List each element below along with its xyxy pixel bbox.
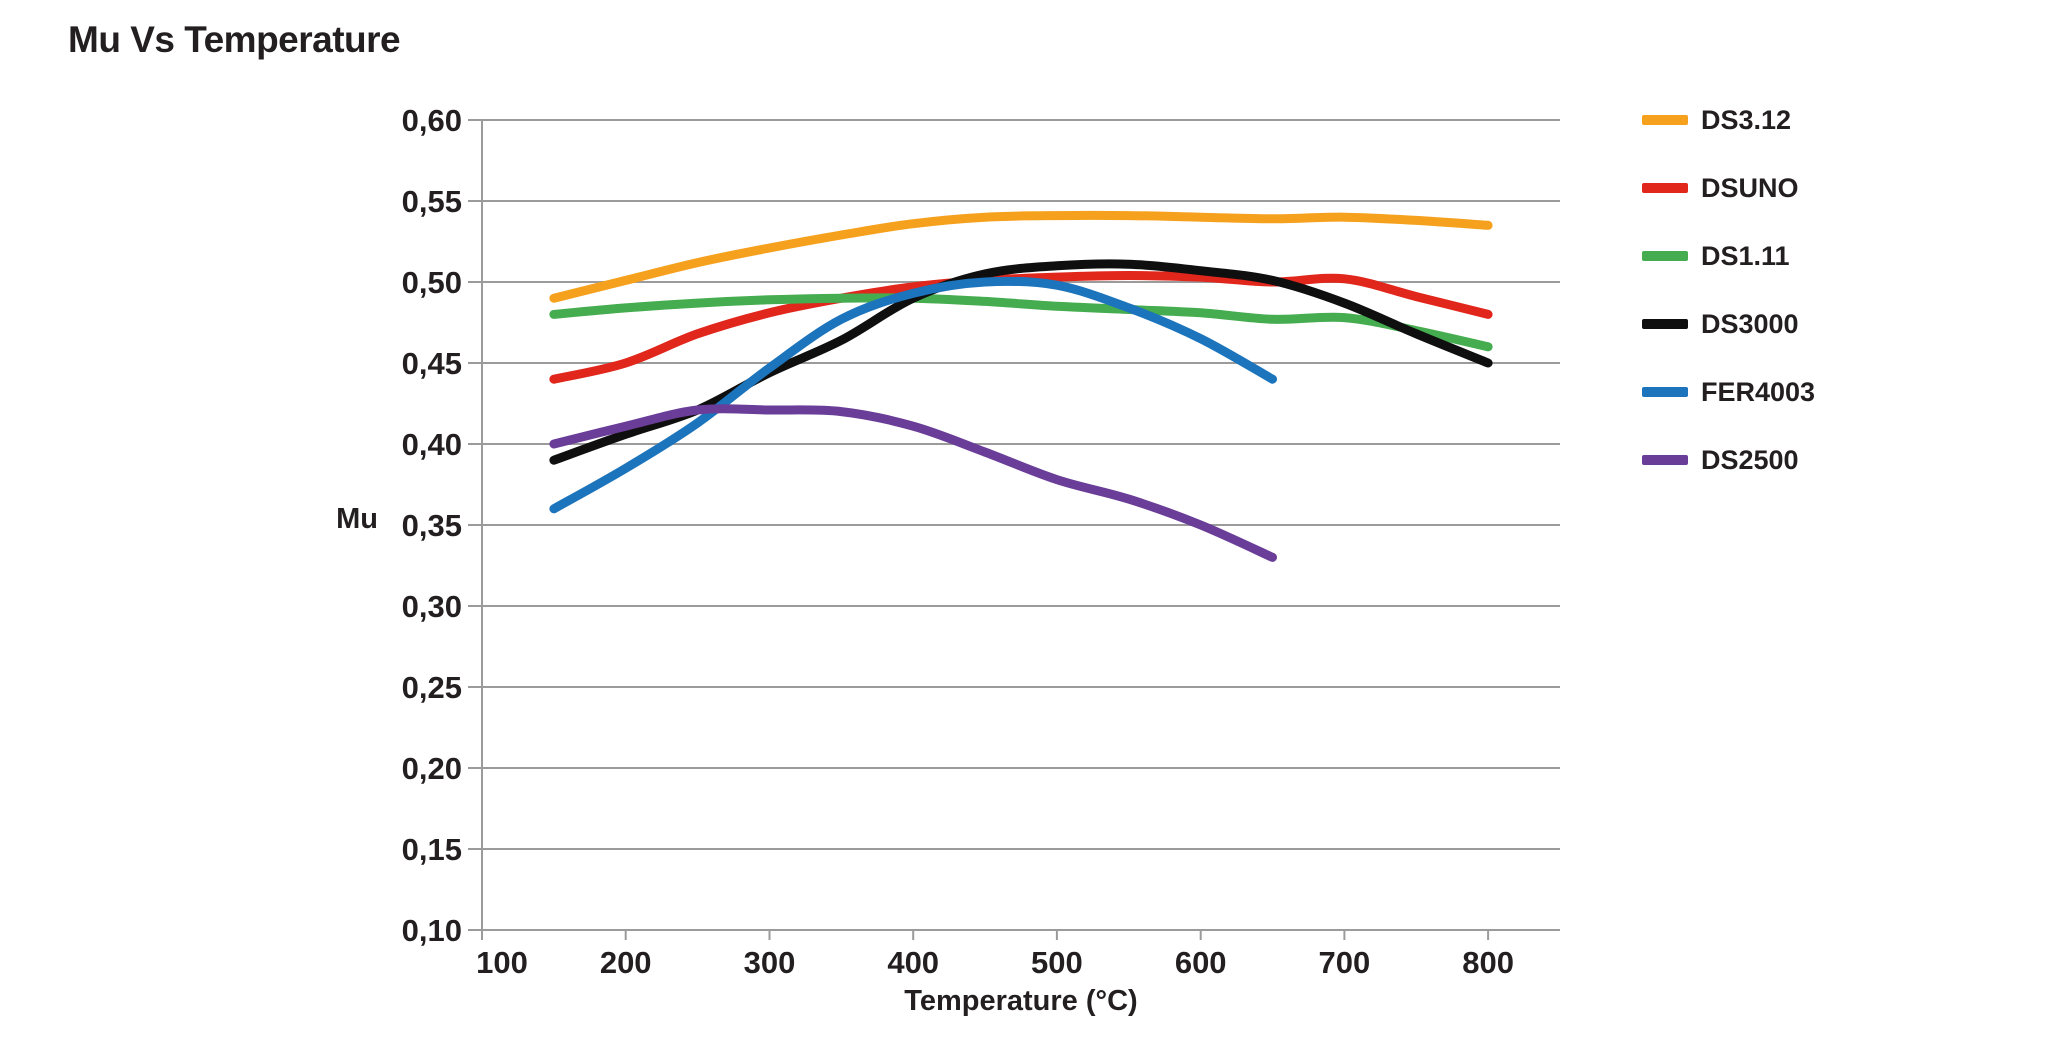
y-tick-label: 0,50: [402, 265, 462, 300]
series-line-FER4003: [549, 276, 1277, 514]
legend-swatch-DS3.12: [1642, 115, 1688, 125]
legend-label: FER4003: [1701, 376, 1816, 407]
legend-item-DS1.11: DS1.11: [1642, 222, 1815, 290]
legend-label: DS3000: [1701, 308, 1799, 339]
legend-item-DS2500: DS2500: [1642, 426, 1815, 494]
y-tick-label: 0,60: [402, 103, 462, 138]
legend-item-FER4003: FER4003: [1642, 358, 1815, 426]
x-tick-label: 800: [1462, 945, 1514, 980]
y-tick-label: 0,55: [402, 184, 462, 219]
legend-label: DSUNO: [1701, 172, 1799, 203]
y-tick-label: 0,25: [402, 670, 462, 705]
series-line-DS1.11: [549, 293, 1493, 352]
y-tick-label: 0,20: [402, 751, 462, 786]
y-tick-label: 0,35: [402, 508, 462, 543]
legend-swatch-DS1.11: [1642, 251, 1688, 261]
chart-title: Mu Vs Temperature: [68, 19, 401, 60]
legend-swatch-DSUNO: [1642, 183, 1688, 193]
x-tick-label: 200: [600, 945, 652, 980]
legend-swatch-FER4003: [1642, 387, 1688, 397]
legend-label: DS1.11: [1701, 240, 1790, 271]
legend-swatch-DS3000: [1642, 319, 1688, 329]
series-line-DS2500: [549, 404, 1277, 562]
legend-item-DS3.12: DS3.12: [1642, 86, 1815, 154]
x-tick-label: 300: [744, 945, 796, 980]
y-tick-label: 0,10: [402, 913, 462, 948]
legend-item-DS3000: DS3000: [1642, 290, 1815, 358]
legend-label: DS3.12: [1701, 104, 1792, 135]
legend-item-DSUNO: DSUNO: [1642, 154, 1815, 222]
series-line-DS3.12: [549, 210, 1493, 303]
legend-swatch-DS2500: [1642, 455, 1688, 465]
x-tick-label: 100: [476, 945, 528, 980]
x-tick-label: 700: [1319, 945, 1371, 980]
legend-label: DS2500: [1701, 444, 1799, 475]
x-tick-label: 400: [887, 945, 939, 980]
x-tick-label: 500: [1031, 945, 1083, 980]
x-axis-title: Temperature (°C): [904, 985, 1138, 1017]
y-tick-label: 0,15: [402, 832, 462, 867]
legend: DS3.12 DSUNO DS1.11 DS3000 FER4003 DS2500: [1642, 86, 1815, 494]
y-tick-label: 0,40: [402, 427, 462, 462]
y-axis-title: Mu: [336, 503, 378, 535]
y-tick-label: 0,45: [402, 346, 462, 381]
y-tick-label: 0,30: [402, 589, 462, 624]
x-tick-label: 600: [1175, 945, 1227, 980]
